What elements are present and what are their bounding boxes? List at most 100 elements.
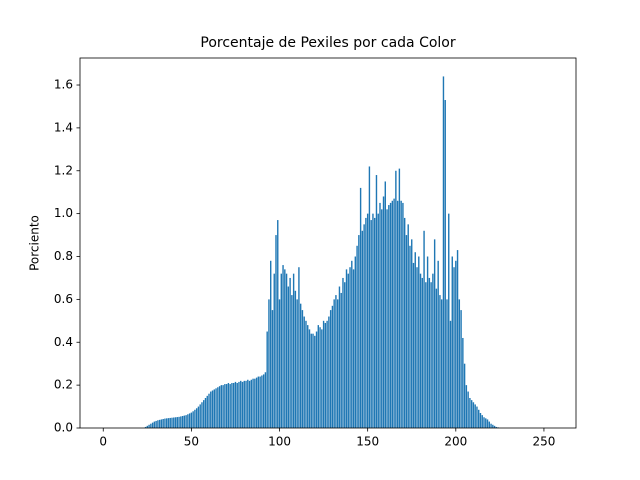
- bar: [287, 286, 290, 428]
- bar: [351, 260, 353, 428]
- bar: [377, 213, 379, 428]
- bar: [449, 320, 452, 428]
- bar: [236, 382, 238, 428]
- bar: [299, 303, 302, 428]
- bar: [400, 200, 402, 428]
- bar: [391, 200, 394, 428]
- bar: [432, 273, 434, 428]
- bar: [245, 380, 247, 428]
- bar: [248, 380, 251, 428]
- bar: [342, 277, 344, 428]
- y-tick-label: 0.0: [54, 421, 73, 435]
- bar: [234, 381, 237, 428]
- bar: [301, 310, 304, 428]
- bar: [469, 397, 471, 428]
- x-tick-label: 200: [444, 435, 467, 449]
- bar: [446, 299, 448, 428]
- bar: [181, 415, 184, 428]
- bar: [465, 385, 468, 428]
- bar: [173, 417, 175, 428]
- bar: [307, 325, 309, 428]
- bar: [317, 325, 320, 428]
- bar: [218, 386, 221, 428]
- bar: [169, 417, 171, 428]
- y-tick-label: 1.2: [54, 163, 73, 177]
- bar: [220, 385, 223, 428]
- x-tick-label: 0: [99, 435, 107, 449]
- bar: [324, 322, 327, 428]
- bar: [384, 181, 386, 428]
- bar: [440, 299, 443, 428]
- bar: [363, 224, 365, 428]
- bar: [296, 299, 298, 428]
- bar: [231, 382, 233, 428]
- bar: [460, 310, 462, 428]
- bar: [241, 381, 244, 428]
- bar: [305, 320, 307, 428]
- bar: [250, 379, 253, 428]
- bar: [312, 333, 314, 428]
- bar: [455, 260, 457, 428]
- bar: [144, 426, 147, 428]
- bar: [478, 409, 480, 428]
- bar: [409, 245, 411, 428]
- bar: [481, 415, 483, 428]
- bar: [180, 416, 182, 428]
- bar: [238, 381, 240, 428]
- bar: [298, 267, 300, 428]
- bar: [407, 224, 409, 428]
- bar: [433, 239, 436, 428]
- bar: [275, 235, 277, 428]
- bar: [382, 196, 385, 428]
- x-tick-label: 50: [184, 435, 199, 449]
- bar: [418, 256, 420, 428]
- bar: [208, 393, 210, 428]
- bar: [372, 213, 374, 428]
- bar: [331, 305, 334, 428]
- bar: [349, 267, 351, 428]
- bar: [442, 76, 445, 428]
- bar: [192, 411, 194, 428]
- bar: [303, 316, 305, 428]
- bar: [240, 380, 242, 428]
- bar: [166, 418, 168, 428]
- bar: [492, 424, 494, 428]
- bar: [176, 417, 178, 428]
- bar: [451, 256, 453, 428]
- bar: [389, 202, 392, 428]
- bar: [254, 378, 256, 428]
- bar: [358, 235, 360, 428]
- bar: [329, 310, 332, 428]
- bar: [146, 425, 149, 428]
- bar: [396, 200, 399, 428]
- bar: [437, 260, 439, 428]
- bar: [326, 320, 328, 428]
- bar: [479, 412, 482, 428]
- bar: [162, 418, 164, 428]
- bar: [167, 418, 170, 428]
- bar: [430, 282, 432, 428]
- bar: [414, 252, 416, 428]
- axes-frame: [79, 57, 577, 429]
- bar: [456, 250, 459, 428]
- bar: [155, 420, 157, 428]
- bar: [428, 277, 431, 428]
- bar: [340, 292, 342, 428]
- bar: [204, 397, 207, 428]
- bar: [419, 273, 422, 428]
- bar: [322, 320, 325, 428]
- y-tick-label: 1.0: [54, 206, 73, 220]
- bar: [277, 220, 279, 428]
- bar: [183, 415, 186, 428]
- bar: [229, 384, 231, 428]
- bar: [151, 422, 154, 428]
- bar: [315, 331, 318, 428]
- bar: [467, 391, 469, 428]
- bar: [289, 277, 291, 428]
- bar: [493, 425, 496, 428]
- bar: [405, 235, 408, 428]
- bar: [356, 245, 358, 428]
- x-tick-label: 150: [356, 435, 379, 449]
- bar: [262, 374, 265, 428]
- bar: [247, 379, 249, 428]
